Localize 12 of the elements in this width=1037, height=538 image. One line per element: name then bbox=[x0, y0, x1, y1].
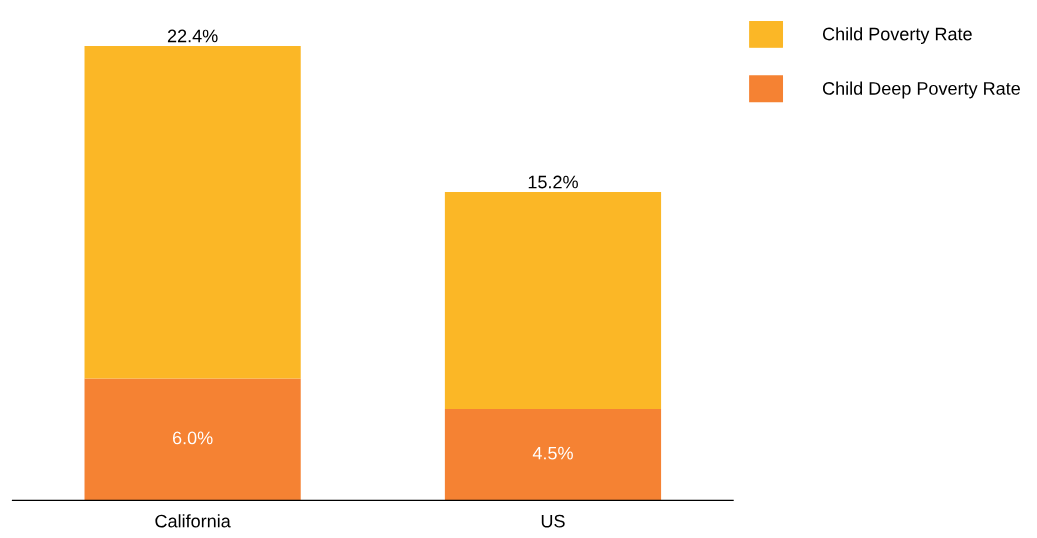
total-label: 22.4% bbox=[167, 29, 218, 43]
x-tick-label: US bbox=[541, 514, 565, 528]
data-label: 4.5% bbox=[532, 446, 573, 460]
x-tick-label: California bbox=[155, 514, 231, 528]
legend-label: Child Deep Poverty Rate bbox=[822, 81, 1020, 99]
bar bbox=[444, 191, 662, 410]
legend-label: Child Poverty Rate bbox=[822, 27, 972, 44]
bar bbox=[84, 378, 301, 501]
total-label: 15.2% bbox=[528, 175, 578, 189]
bar bbox=[444, 409, 662, 501]
data-label: 6.0% bbox=[172, 431, 213, 445]
bar bbox=[84, 45, 301, 379]
